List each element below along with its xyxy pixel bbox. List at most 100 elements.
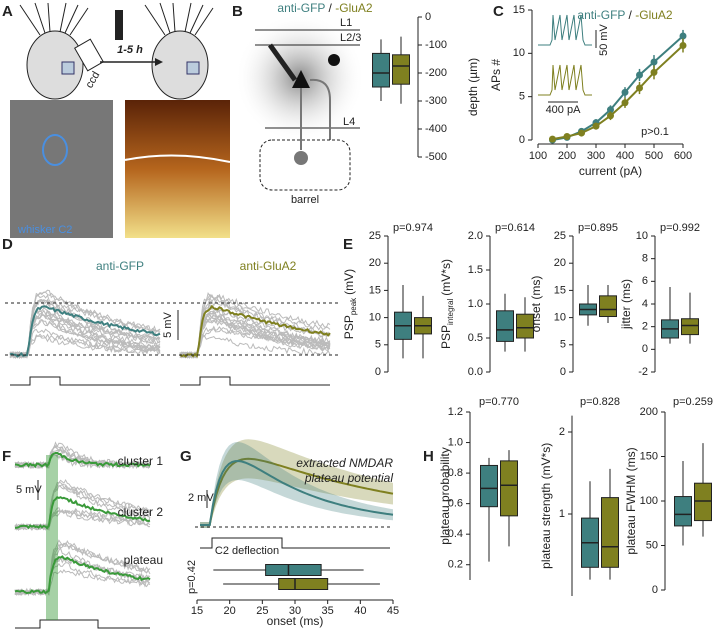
mean-trace bbox=[200, 459, 394, 526]
trace bbox=[9, 333, 161, 358]
y-tick-label: 1.0 bbox=[468, 298, 483, 310]
point bbox=[679, 42, 687, 50]
y-tick-label: 200 bbox=[640, 406, 658, 418]
scale-label: 5 mV bbox=[16, 484, 42, 496]
scale-label: 50 mV bbox=[598, 23, 610, 55]
y-tick-label: 0 bbox=[642, 343, 648, 355]
x-tick-label: 15 bbox=[191, 605, 203, 617]
trace bbox=[14, 543, 151, 596]
trace bbox=[9, 318, 161, 359]
y-tick-label: 1.0 bbox=[448, 436, 463, 448]
y-tick-label: 0 bbox=[425, 11, 431, 23]
trace bbox=[179, 296, 331, 358]
legend-entry: / bbox=[629, 8, 633, 22]
panel-label: D bbox=[2, 236, 13, 253]
point bbox=[679, 32, 687, 40]
y-tick-label: 2 bbox=[559, 426, 565, 438]
y-tick-label: 0.0 bbox=[468, 366, 483, 378]
point bbox=[650, 68, 658, 76]
y-tick-label: 25 bbox=[554, 230, 566, 242]
box bbox=[278, 578, 329, 590]
y-tick-label: 0.4 bbox=[448, 528, 463, 540]
layer-label: L1 bbox=[340, 17, 352, 29]
y-tick-label: 0.6 bbox=[448, 498, 463, 510]
y-axis-label: depth (µm) bbox=[466, 58, 480, 116]
layer-label: L2/3 bbox=[340, 32, 361, 44]
x-tick-label: 25 bbox=[256, 605, 268, 617]
mean-trace bbox=[14, 555, 151, 595]
y-tick-label: 20 bbox=[554, 257, 566, 269]
panel-label: G bbox=[180, 448, 192, 465]
y-tick-label: 10 bbox=[636, 230, 648, 242]
x-axis-label: onset (ms) bbox=[267, 614, 324, 628]
trace bbox=[9, 298, 161, 358]
point bbox=[607, 106, 614, 114]
panel-label: B bbox=[232, 3, 243, 20]
legend: anti-GFP / -GluA2 bbox=[577, 8, 673, 22]
scale-label: 400 pA bbox=[546, 104, 582, 116]
y-tick-label: 150 bbox=[640, 450, 658, 462]
trace bbox=[179, 316, 331, 358]
traces bbox=[9, 289, 394, 597]
trace-title: plateau potential bbox=[304, 471, 393, 485]
y-tick-label: 1.5 bbox=[468, 264, 483, 276]
trace bbox=[9, 299, 161, 359]
box bbox=[392, 54, 410, 85]
x-tick-label: 500 bbox=[645, 150, 663, 162]
x-axis-label: current (pA) bbox=[579, 164, 642, 178]
trace bbox=[14, 510, 151, 531]
cluster-label: cluster 2 bbox=[118, 505, 164, 519]
legend-entry: anti-GFP bbox=[577, 8, 625, 22]
y-axis-label-unit: (mV) bbox=[342, 269, 356, 295]
y-axis-label: jitter (ms) bbox=[619, 279, 633, 330]
y-tick-label: 10 bbox=[513, 47, 525, 59]
point bbox=[592, 122, 600, 130]
x-tick-label: 45 bbox=[387, 605, 399, 617]
panel-label: C bbox=[493, 3, 504, 20]
mean-trace bbox=[15, 496, 151, 530]
x-tick-label: 300 bbox=[587, 150, 605, 162]
barrel-label: barrel bbox=[291, 194, 319, 206]
panel-label: A bbox=[2, 3, 13, 20]
point bbox=[549, 135, 556, 143]
trace bbox=[14, 478, 151, 531]
y-tick-label: 8 bbox=[642, 253, 648, 265]
y-tick-label: 1.2 bbox=[448, 406, 463, 418]
layer-label: L4 bbox=[343, 116, 355, 128]
annotation: p=0.992 bbox=[660, 222, 700, 234]
box bbox=[480, 464, 498, 508]
y-axis-label-unit: (mV*s) bbox=[439, 259, 453, 296]
y-tick-label: 15 bbox=[554, 284, 566, 296]
box bbox=[681, 318, 699, 336]
y-tick-label: -100 bbox=[425, 39, 447, 51]
point bbox=[650, 58, 658, 66]
y-tick-label: 0 bbox=[560, 366, 566, 378]
y-axis-label: APs # bbox=[489, 59, 503, 91]
x-tick-label: 20 bbox=[224, 605, 236, 617]
legend: anti-GFP / -GluA2 bbox=[277, 1, 373, 15]
x-tick-label: 400 bbox=[616, 150, 634, 162]
y-tick-label: -400 bbox=[425, 123, 447, 135]
point bbox=[607, 112, 614, 120]
trace bbox=[179, 334, 331, 358]
mean-trace bbox=[200, 457, 394, 526]
y-tick-label: 4 bbox=[642, 298, 648, 310]
y-tick-label: 25 bbox=[369, 230, 381, 242]
box bbox=[496, 310, 514, 342]
y-axis-label: onset (ms) bbox=[529, 276, 543, 333]
y-axis-label: plateau probability bbox=[438, 447, 452, 544]
mean-trace bbox=[9, 305, 161, 358]
mean-trace bbox=[179, 304, 331, 358]
annotation: p=0.895 bbox=[578, 222, 618, 234]
annotation: p=0.614 bbox=[495, 222, 535, 234]
stimulus bbox=[10, 376, 330, 629]
y-tick-label: 10 bbox=[369, 312, 381, 324]
panel-label: H bbox=[423, 448, 434, 465]
y-axis-label-sub: peak bbox=[349, 297, 358, 315]
duration-label: 1-5 h bbox=[117, 44, 143, 56]
trace bbox=[179, 306, 331, 359]
point bbox=[636, 71, 643, 79]
trace bbox=[14, 507, 151, 531]
trace bbox=[179, 325, 331, 359]
x-tick-label: 600 bbox=[674, 150, 692, 162]
